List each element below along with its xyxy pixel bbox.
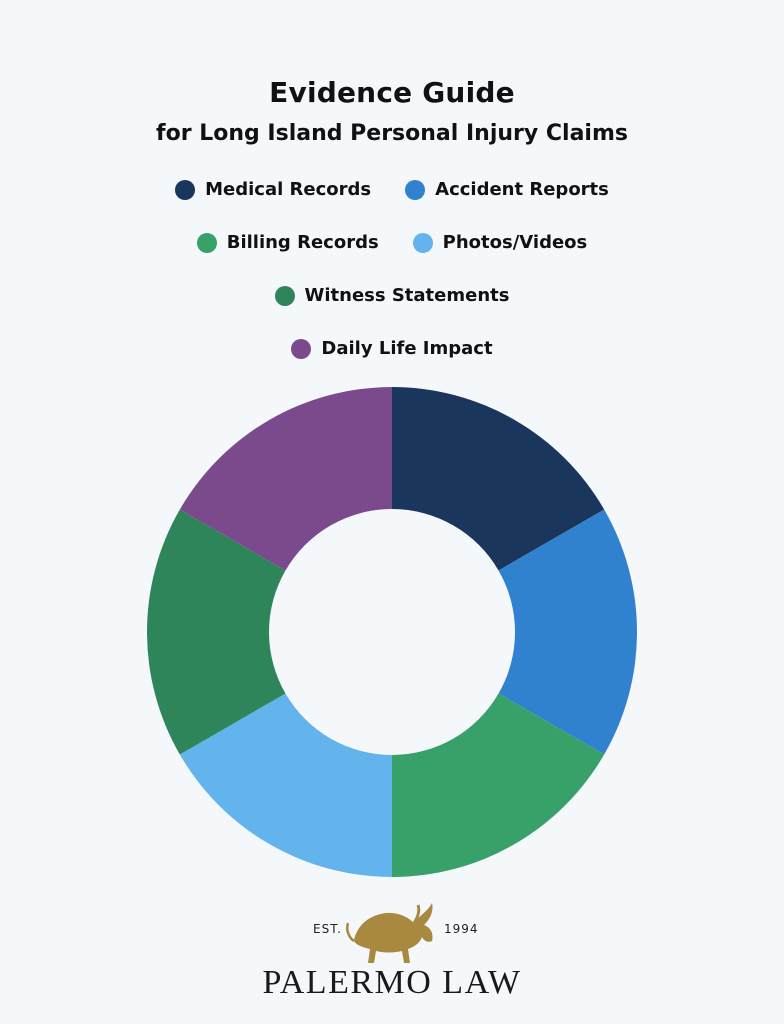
donut-slice-photos-videos <box>179 693 392 877</box>
legend-label: Medical Records <box>205 179 372 200</box>
donut-slice-accident-reports <box>498 509 637 755</box>
legend-item-daily-life-impact: Daily Life Impact <box>291 338 493 359</box>
legend-swatch <box>405 179 426 200</box>
legend-label: Witness Statements <box>304 285 510 306</box>
legend-item-accident-reports: Accident Reports <box>405 179 609 200</box>
legend-item-photos-videos: Photos/Videos <box>412 232 588 253</box>
legend-label: Daily Life Impact <box>321 338 493 359</box>
est-year: 1994 <box>444 922 479 936</box>
est-label: EST. <box>313 922 342 936</box>
legend-swatch <box>175 179 196 200</box>
legend-label: Accident Reports <box>435 179 609 200</box>
legend-item-billing-records: Billing Records <box>196 232 379 253</box>
legend-swatch <box>412 232 433 253</box>
donut-slice-witness-statements <box>146 509 286 755</box>
chart-title: Evidence Guide <box>269 76 515 109</box>
legend-row-1: Medical Records Accident Reports <box>0 179 784 200</box>
firm-name: PALERMO LAW <box>262 964 522 1001</box>
legend-row-4: Daily Life Impact <box>0 338 784 359</box>
legend-item-witness-statements: Witness Statements <box>274 285 510 306</box>
legend-swatch <box>196 232 217 253</box>
donut-chart <box>146 387 637 877</box>
legend-label: Billing Records <box>226 232 379 253</box>
donut-slice-billing-records <box>392 693 605 877</box>
legend-label: Photos/Videos <box>442 232 588 253</box>
legend-row-2: Billing Records Photos/Videos <box>0 232 784 253</box>
legend-swatch <box>291 338 312 359</box>
chart-subtitle: for Long Island Personal Injury Claims <box>156 121 628 146</box>
legend-swatch <box>274 285 295 306</box>
donut-slice-medical-records <box>392 387 605 571</box>
bull-icon <box>346 903 433 963</box>
legend-item-medical-records: Medical Records <box>175 179 371 200</box>
donut-slice-daily-life-impact <box>179 387 392 571</box>
legend-row-3: Witness Statements <box>0 285 784 306</box>
